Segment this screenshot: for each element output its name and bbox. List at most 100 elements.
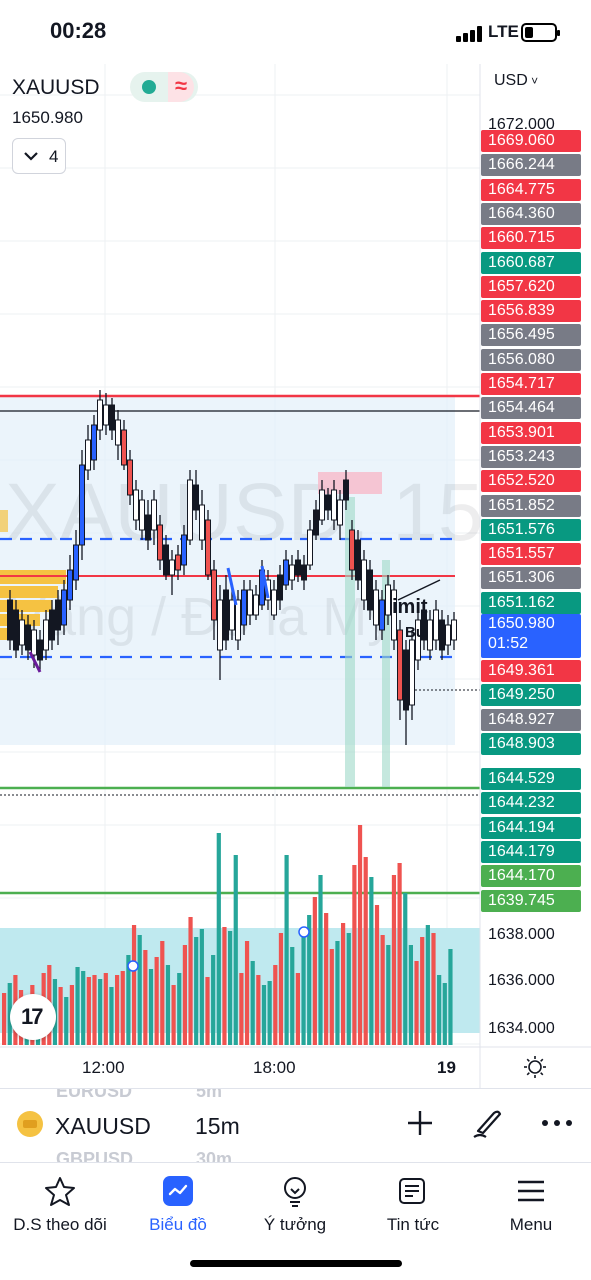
- nav-label: Menu: [509, 1215, 553, 1234]
- price-tag: 1656.839: [481, 300, 581, 323]
- candle-body: [187, 479, 193, 541]
- candle-body: [145, 514, 151, 541]
- price-tag: 1664.360: [481, 202, 581, 225]
- price-tag: 1644.170: [481, 865, 581, 888]
- volume-bar: [182, 945, 187, 1045]
- nav-label: Tin tức: [386, 1215, 440, 1234]
- candle-body: [361, 559, 367, 601]
- more-icon[interactable]: [540, 1107, 574, 1139]
- candle-body: [109, 404, 115, 431]
- chart-area[interactable]: XAUUSD, 15 Vàng / Đô la Mỹ: [0, 64, 591, 1088]
- candle-body: [121, 429, 127, 466]
- candle-body: [445, 624, 451, 646]
- volume-bar: [380, 935, 385, 1045]
- price-axis-label: 1634.000: [488, 1020, 555, 1037]
- add-button[interactable]: [404, 1107, 436, 1139]
- home-indicator: [190, 1260, 402, 1267]
- candle-body: [385, 584, 391, 616]
- candle-body: [289, 564, 295, 581]
- price-tag: 1666.244: [481, 154, 581, 177]
- nav-news[interactable]: Tin tức: [353, 1169, 473, 1239]
- candle-body: [229, 599, 235, 631]
- nav-ideas[interactable]: Ý tưởng: [235, 1169, 355, 1239]
- candle-body: [427, 619, 433, 651]
- volume-bar: [120, 971, 125, 1045]
- volume-bar: [177, 973, 182, 1045]
- tradingview-logo[interactable]: 17: [10, 994, 56, 1040]
- volume-bar: [81, 971, 86, 1045]
- candle-body: [271, 589, 277, 616]
- current-price: 1650.980: [488, 615, 555, 632]
- price-tag: 1669.060: [481, 130, 581, 152]
- candle-body: [97, 399, 103, 431]
- currency-selector[interactable]: USD ˅: [494, 72, 538, 90]
- candle-body: [313, 509, 319, 536]
- candle-body: [151, 499, 157, 531]
- symbol-selector[interactable]: XAUUSD: [55, 1113, 151, 1139]
- drawing-tools-button[interactable]: [470, 1105, 506, 1141]
- nav-watchlist[interactable]: D.S theo dõi: [0, 1169, 120, 1239]
- volume-bar: [261, 985, 267, 1045]
- timeframe-selector[interactable]: 15m: [195, 1113, 240, 1139]
- signal-icon: [456, 26, 484, 42]
- volume-bar: [312, 897, 317, 1045]
- nav-chart[interactable]: Biểu đồ: [118, 1169, 238, 1239]
- volume-bar: [346, 933, 351, 1045]
- volume-bar: [256, 975, 261, 1045]
- volume-bar: [58, 987, 63, 1045]
- candle-body: [301, 564, 307, 581]
- candle-body: [67, 569, 73, 601]
- ghost-timeframe: 30m: [196, 1149, 233, 1162]
- price-tag: 1651.162: [481, 591, 581, 614]
- candle-body: [13, 609, 19, 651]
- ghost-timeframe: 5m: [196, 1088, 223, 1101]
- candle-body: [115, 419, 121, 446]
- volume-bar: [414, 961, 419, 1045]
- order-label: imit: [392, 596, 428, 618]
- volume-bar: [171, 985, 176, 1045]
- candle-body: [73, 544, 79, 581]
- candle-body: [157, 524, 163, 561]
- candle-body: [37, 639, 43, 661]
- market-status-pill[interactable]: ≈: [130, 72, 198, 102]
- price-tag: 1654.717: [481, 373, 581, 395]
- price-tag: 1651.306: [481, 567, 581, 590]
- candle-body: [193, 484, 199, 511]
- volume-bar: [126, 955, 131, 1045]
- candle-body: [181, 534, 187, 566]
- volume-bar: [188, 917, 193, 1045]
- candle-body: [343, 479, 349, 501]
- volume-bar: [295, 973, 300, 1045]
- indicators-toggle-button[interactable]: 4: [12, 138, 66, 174]
- price-chart[interactable]: XAUUSD, 15 Vàng / Đô la Mỹ: [0, 64, 591, 1088]
- candle-body: [169, 559, 175, 576]
- candle-body: [253, 594, 259, 616]
- nav-menu[interactable]: Menu: [471, 1169, 591, 1239]
- candle-body: [217, 599, 223, 651]
- chart-symbol[interactable]: XAUUSD: [12, 76, 100, 99]
- volume-bar: [284, 855, 289, 1045]
- volume-bar: [2, 993, 7, 1045]
- candle-body: [391, 589, 397, 641]
- candle-body: [331, 489, 337, 521]
- candle-body: [31, 629, 37, 656]
- candle-body: [235, 599, 241, 641]
- volume-bars: [2, 825, 453, 1045]
- candle-body: [451, 619, 457, 641]
- volume-bar: [437, 975, 442, 1045]
- status-bar: 00:28 LTE: [0, 0, 591, 64]
- event-marker: [298, 926, 310, 938]
- volume-bar: [352, 865, 357, 1045]
- candle-body: [199, 504, 205, 541]
- ghost-symbol: GBPUSD: [56, 1149, 134, 1162]
- symbol-bar: EURUSD 5m GBPUSD 30m XAUUSD 15m: [0, 1088, 591, 1162]
- volume-bar: [7, 983, 12, 1045]
- candle-body: [409, 639, 415, 706]
- price-tag: 1660.715: [481, 227, 581, 250]
- candle-body: [91, 424, 97, 461]
- candle-body: [43, 619, 49, 651]
- volume-bar: [290, 947, 295, 1045]
- volume-bar: [363, 857, 368, 1045]
- settings-icon[interactable]: [523, 1055, 547, 1079]
- volume-bar: [69, 985, 74, 1045]
